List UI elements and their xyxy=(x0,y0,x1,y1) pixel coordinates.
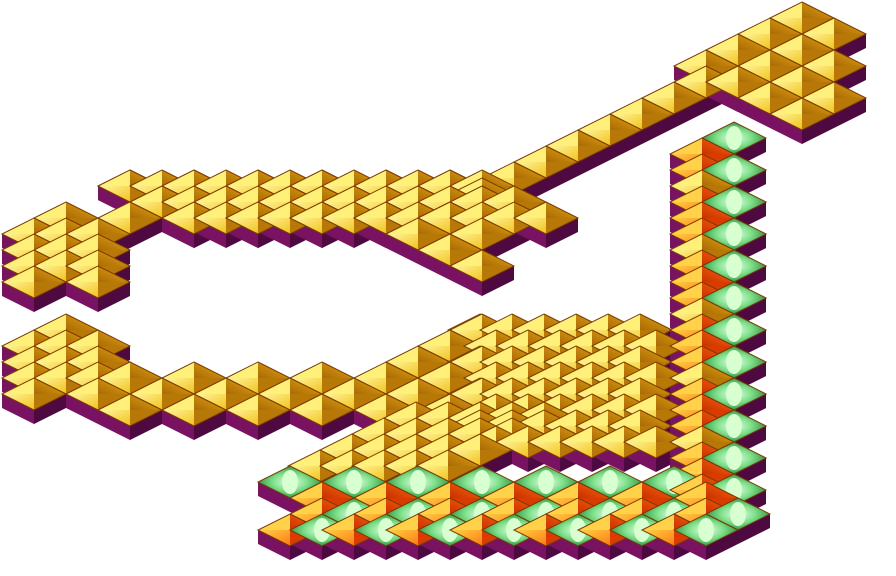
tile-outline xyxy=(64,265,132,299)
gem-highlight xyxy=(726,318,742,342)
tile-base xyxy=(610,130,642,160)
gem-highlight xyxy=(538,470,554,494)
gold-pyramid-tile xyxy=(160,393,228,427)
tile-base xyxy=(2,282,34,312)
tile-base xyxy=(226,410,258,440)
gem-highlight xyxy=(730,502,746,526)
tile-outline xyxy=(0,265,68,299)
tile-base xyxy=(770,114,802,144)
gem-highlight xyxy=(474,470,490,494)
gem-highlight xyxy=(726,350,742,374)
tile-base xyxy=(706,530,738,560)
gold-pyramid-tile xyxy=(224,393,292,427)
tile-base xyxy=(738,98,770,128)
tile-base xyxy=(258,530,290,560)
tile-base xyxy=(834,98,866,128)
tile-base xyxy=(546,218,578,248)
tile-base xyxy=(162,410,194,440)
tile-base xyxy=(386,234,418,264)
gold-pyramid-tile xyxy=(384,217,452,251)
gem-highlight xyxy=(726,126,742,150)
gem-highlight xyxy=(346,470,362,494)
gold-pyramid-tile xyxy=(0,377,68,411)
tile-base xyxy=(322,410,354,440)
tile-outline xyxy=(622,425,690,459)
gem-highlight xyxy=(726,222,742,246)
tile-base xyxy=(450,266,482,296)
gem-highlight xyxy=(726,446,742,470)
tile-base xyxy=(130,410,162,440)
tile-base xyxy=(578,146,610,176)
gold-pyramid-tile xyxy=(0,265,68,299)
tile-base xyxy=(258,482,290,512)
tile-base xyxy=(802,114,834,144)
tile-outline xyxy=(160,393,228,427)
gem-highlight xyxy=(726,158,742,182)
tile-base xyxy=(194,410,226,440)
tile-base xyxy=(2,394,34,424)
tile-outline xyxy=(288,393,356,427)
tile-base xyxy=(34,394,66,424)
tile-base xyxy=(482,266,514,296)
gold-pyramid-tile xyxy=(288,393,356,427)
gold-pyramid-tile xyxy=(448,249,516,283)
tile-outline xyxy=(448,249,516,283)
gem-highlight xyxy=(726,414,742,438)
tile-base xyxy=(418,250,450,280)
gem-highlight xyxy=(726,286,742,310)
gold-pyramid-tile xyxy=(64,265,132,299)
gold-pyramid-tile xyxy=(768,97,836,131)
gem-highlight xyxy=(602,470,618,494)
tile-base xyxy=(258,410,290,440)
tile-outline xyxy=(224,393,292,427)
gem-highlight xyxy=(410,470,426,494)
green-gem-tile xyxy=(672,513,740,547)
gold-pyramid-tile xyxy=(64,377,132,411)
gem-highlight xyxy=(726,254,742,278)
tile-base xyxy=(162,218,194,248)
tile-base xyxy=(674,98,706,128)
tile-outline xyxy=(512,201,580,235)
tile-base xyxy=(66,394,98,424)
gem-highlight xyxy=(282,470,298,494)
tile-base xyxy=(546,162,578,192)
tile-base xyxy=(130,218,162,248)
gold-pyramid-tile xyxy=(512,145,580,179)
tile-outline xyxy=(96,393,164,427)
tile-base xyxy=(738,514,770,544)
tile-base xyxy=(66,282,98,312)
gold-pyramid-tile xyxy=(96,393,164,427)
tile-base xyxy=(34,282,66,312)
gem-highlight xyxy=(698,518,714,542)
gem-highlight xyxy=(726,382,742,406)
gold-pyramid-tile xyxy=(512,201,580,235)
tile-base xyxy=(98,410,130,440)
gem-highlight xyxy=(726,190,742,214)
tile-outline xyxy=(0,377,68,411)
tile-tops xyxy=(0,1,868,547)
tile-outline xyxy=(768,97,836,131)
tile-base xyxy=(98,282,130,312)
tile-base xyxy=(290,410,322,440)
tile-base xyxy=(642,114,674,144)
